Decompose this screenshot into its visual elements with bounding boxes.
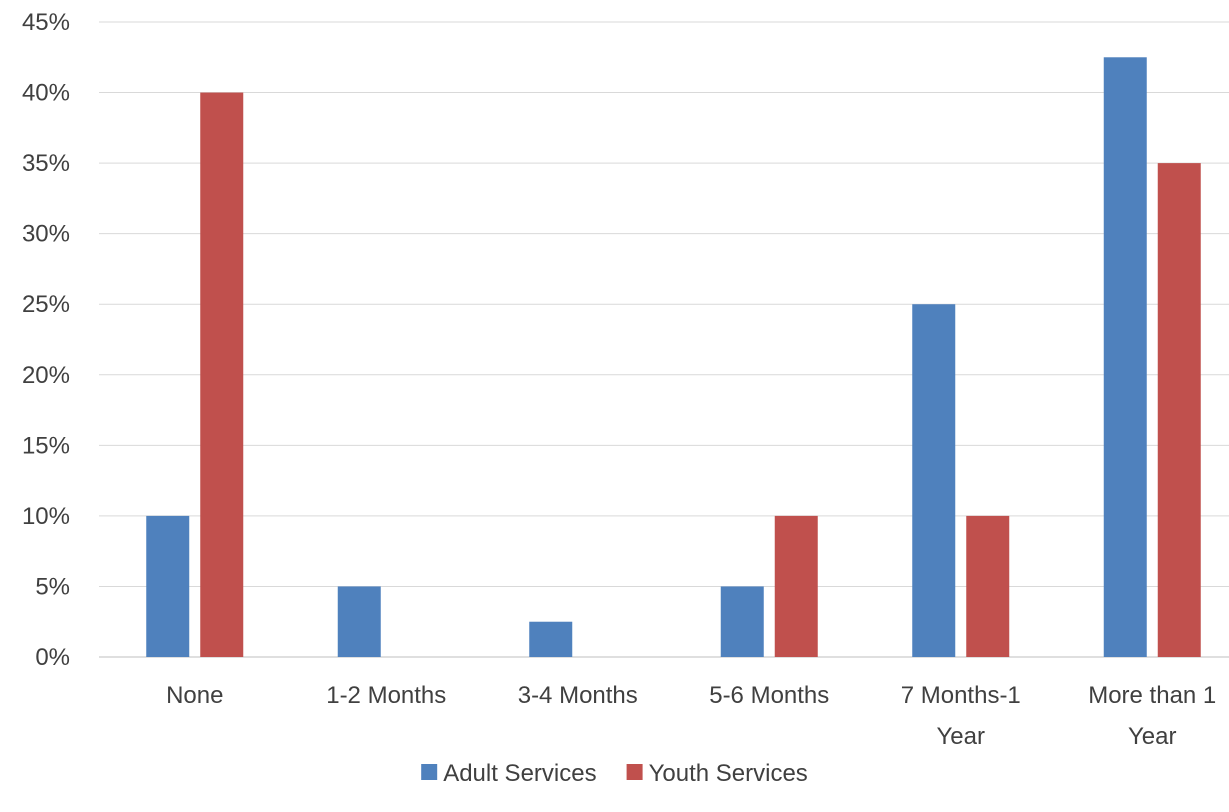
x-category-label: More than 1 Year (1088, 682, 1216, 750)
y-tick-label: 25% (22, 291, 70, 318)
bar-youth-services (1157, 163, 1201, 657)
bar-adult-services (529, 621, 573, 657)
y-tick-label: 30% (22, 221, 70, 248)
y-tick-label: 45% (22, 9, 70, 36)
bar-youth-services (200, 92, 244, 658)
x-axis-category-labels: None 1-2 Months 3-4 Months 5-6 Months 7 Mont… (166, 682, 1216, 750)
y-tick-label: 5% (35, 573, 70, 600)
y-tick-label: 10% (22, 503, 70, 530)
legend-swatch-youth-services (626, 764, 643, 780)
bar-adult-services (337, 586, 381, 657)
x-category-label: 1-2 Months (326, 682, 446, 709)
y-tick-label: 20% (22, 362, 70, 389)
y-axis-tick-labels: 0% 5% 10% 15% 20% 25% 30% 35% 40% 45% (22, 9, 70, 671)
bar-adult-services (720, 586, 764, 657)
y-tick-label: 35% (22, 150, 70, 177)
x-category-label: 7 Months-1 Year (901, 682, 1021, 750)
legend: Adult Services Youth Services (421, 760, 808, 787)
gridlines (99, 21, 1229, 658)
bar-adult-services (146, 515, 190, 657)
x-category-label: None (166, 682, 223, 709)
bar-youth-services (966, 515, 1010, 657)
bar-youth-services (774, 515, 818, 657)
bars (146, 57, 1201, 658)
bar-adult-services (912, 304, 956, 657)
y-tick-label: 0% (35, 644, 70, 671)
bar-adult-services (1103, 57, 1147, 658)
x-category-label: 3-4 Months (518, 682, 638, 709)
legend-label: Youth Services (649, 760, 808, 787)
legend-label: Adult Services (443, 760, 596, 787)
y-tick-label: 15% (22, 432, 70, 459)
legend-swatch-adult-services (421, 764, 438, 780)
x-category-label: 5-6 Months (709, 682, 829, 709)
y-tick-label: 40% (22, 80, 70, 107)
